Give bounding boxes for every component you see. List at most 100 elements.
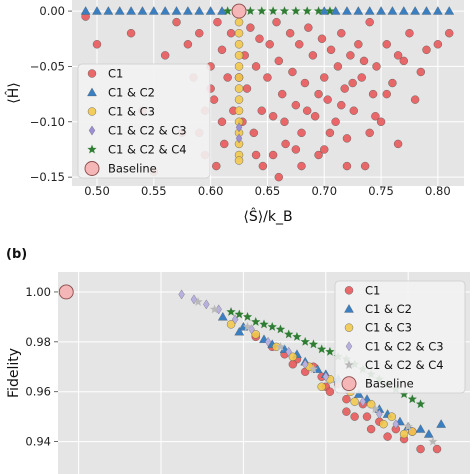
data-point [291, 100, 301, 110]
data-point [393, 51, 403, 60]
data-point [398, 6, 409, 15]
legend-marker [344, 286, 354, 295]
data-point [314, 150, 323, 160]
data-point [194, 6, 205, 15]
data-point [226, 307, 236, 316]
data-point [285, 346, 292, 357]
data-point [445, 29, 454, 38]
data-point [333, 62, 343, 71]
chart-panel-b: 1.00 0.98 0.96 0.94 Fidelity (b) C1 C1 & C2 C1 &… [6, 247, 470, 474]
data-point [323, 95, 332, 104]
legend-marker [345, 341, 353, 352]
data-point [422, 45, 431, 55]
data-point [195, 29, 204, 38]
data-point [251, 150, 261, 160]
y-axis-label: Fidelity [6, 348, 22, 398]
data-point [160, 51, 170, 60]
data-point [285, 29, 295, 38]
x-tick-label: 0.80 [425, 184, 451, 198]
data-point [257, 106, 266, 115]
data-point [92, 6, 102, 15]
data-point [399, 429, 409, 439]
data-point [313, 6, 324, 16]
data-point [349, 106, 358, 115]
legend-marker [84, 161, 100, 176]
legend-label: C1 & C3 [365, 321, 412, 335]
data-point [251, 330, 260, 339]
data-point [416, 67, 426, 77]
data-point [255, 34, 264, 43]
data-point [235, 133, 243, 144]
data-point [360, 161, 370, 171]
data-point [274, 172, 283, 182]
data-point [325, 387, 335, 396]
data-point [126, 29, 136, 38]
data-point [357, 73, 366, 82]
y-axis-label: ⟨Ĥ⟩ [4, 82, 22, 103]
data-point [325, 6, 335, 16]
data-point [103, 6, 114, 15]
data-point [234, 95, 244, 104]
data-point [371, 112, 380, 121]
y-tick-label: −0.05 [30, 59, 65, 73]
data-point [353, 389, 364, 398]
y-tick-label: 1.00 [25, 285, 51, 299]
data-point [234, 17, 244, 27]
data-point [234, 309, 244, 319]
data-point [92, 40, 102, 49]
data-point [288, 67, 297, 77]
data-point [268, 150, 278, 160]
data-point [263, 73, 272, 82]
data-point [278, 89, 287, 99]
data-point [359, 396, 367, 407]
data-point [387, 6, 398, 15]
data-point [444, 6, 455, 15]
data-point [291, 6, 301, 16]
data-point [423, 429, 434, 438]
y-tick-label: 0.00 [39, 4, 65, 18]
data-point [433, 6, 443, 15]
legend-marker [87, 144, 97, 154]
data-point [399, 56, 408, 66]
data-point [264, 336, 272, 347]
data-point [350, 412, 359, 421]
data-point [292, 331, 302, 341]
data-point [272, 17, 281, 27]
data-point [126, 6, 136, 15]
data-point [209, 304, 220, 314]
data-point [217, 45, 227, 55]
data-point [297, 128, 306, 138]
data-point [234, 84, 244, 93]
legend-label: C1 & C2 & C4 [365, 358, 444, 372]
series-c1-c2-c3 [235, 122, 243, 144]
data-point [234, 326, 245, 336]
data-point [346, 51, 355, 60]
data-point [314, 89, 323, 99]
data-point [362, 412, 372, 421]
legend-marker [344, 304, 354, 313]
legend-label: C1 [108, 67, 123, 81]
data-point [337, 29, 346, 38]
data-point [160, 6, 171, 15]
x-tick-label: 0.60 [198, 184, 224, 198]
data-point [300, 336, 310, 346]
data-point [376, 117, 386, 126]
legend-marker [87, 107, 97, 116]
data-point [383, 432, 392, 441]
y-tick-label: 0.96 [25, 385, 51, 399]
data-point [410, 95, 420, 104]
series-c1 [81, 12, 454, 182]
data-point [234, 156, 244, 165]
x-tick-label: 0.70 [311, 184, 337, 198]
data-point [416, 444, 425, 454]
data-point [382, 89, 391, 99]
data-point [220, 139, 229, 149]
data-point [342, 134, 352, 143]
data-point [193, 297, 203, 306]
data-point [297, 161, 306, 171]
legend-label: Baseline [108, 162, 157, 176]
data-point [342, 394, 351, 404]
data-point [302, 6, 312, 16]
data-point [183, 6, 193, 15]
data-point [317, 344, 327, 354]
